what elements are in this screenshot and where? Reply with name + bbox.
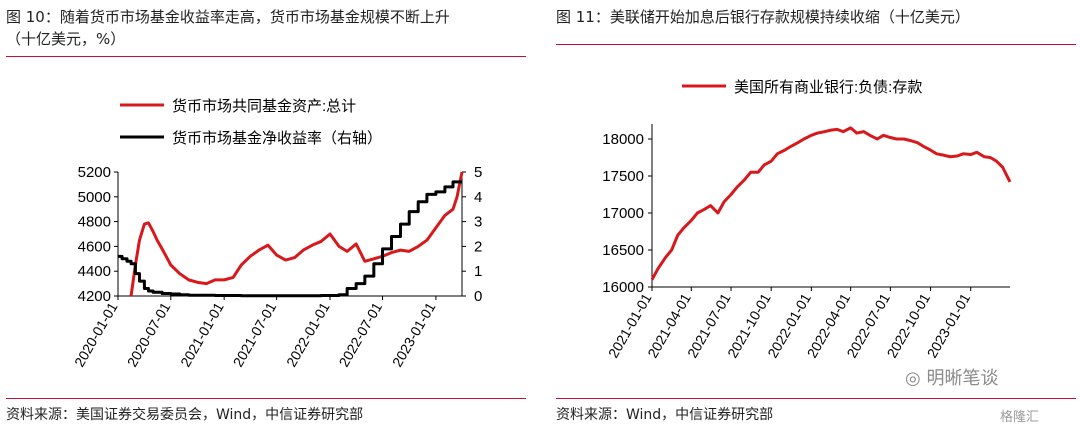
- left-figure-title-line2: （十亿美元，%）: [6, 30, 126, 48]
- y-tick-label: 17000: [602, 205, 644, 222]
- series-line-bank-deposits: [650, 126, 1012, 281]
- y-left-tick-label: 5200: [78, 164, 111, 181]
- series-line-mmf-assets: [129, 171, 464, 297]
- series-line-yield: [118, 180, 462, 298]
- x-tick-label: 2020-07-01: [124, 299, 174, 369]
- left-source-note: 资料来源：美国证券交易委员会，Wind，中信证券研究部: [6, 407, 364, 423]
- y-tick-label: 16500: [602, 242, 644, 259]
- wechat-watermark: ◎ 明晰笔谈: [905, 364, 998, 390]
- y-left-tick-label: 4800: [78, 214, 111, 231]
- y-right-tick-label: 4: [474, 189, 482, 206]
- left-source-rule: [6, 398, 526, 399]
- x-tick-label: 2022-07-01: [335, 299, 385, 369]
- left-figure-title-line1: 图 10：随着货币市场基金收益率走高，货币市场基金规模不断上升: [6, 8, 450, 26]
- gelonghui-watermark: 格隆汇: [1000, 410, 1040, 425]
- x-tick-label: 2022-01-01: [283, 299, 333, 369]
- legend-label: 货币市场基金净收益率（右轴）: [172, 130, 382, 147]
- left-figure-title: 图 10：随着货币市场基金收益率走高，货币市场基金规模不断上升 （十亿美元，%）: [6, 6, 526, 50]
- y-tick-label: 18000: [602, 131, 644, 148]
- right-figure-panel: 图 11：美联储开始加息后银行存款规模持续收缩（十亿美元） 16000 16500…: [550, 0, 1080, 432]
- x-tick-label: 2021-01-01: [177, 299, 227, 369]
- y-left-tick-label: 5000: [78, 189, 111, 206]
- right-figure-title: 图 11：美联储开始加息后银行存款规模持续收缩（十亿美元）: [556, 8, 970, 26]
- bank-deposits-chart: 16000165001700017500180002021-01-012021-…: [602, 79, 1012, 361]
- left-title-rule: [6, 56, 526, 57]
- y-right-tick-label: 0: [474, 288, 482, 305]
- y-right-tick-label: 3: [474, 214, 482, 231]
- x-tick-label: 2021-07-01: [230, 299, 280, 369]
- legend-label: 货币市场共同基金资产:总计: [172, 98, 356, 115]
- y-right-tick-label: 1: [474, 263, 482, 280]
- y-tick-label: 16000: [602, 279, 644, 296]
- y-tick-label: 17500: [602, 168, 644, 185]
- money-market-chart: 4200 4400 4600 4800 5000 5200 0 1 2 3 4 5 2020-01-01…: [71, 98, 482, 370]
- right-title-rule: [556, 44, 1076, 45]
- y-right-tick-label: 5: [474, 164, 482, 181]
- y-left-tick-label: 4600: [78, 238, 111, 255]
- x-tick-label: 2023-01-01: [389, 299, 439, 369]
- watermark-text: 明晰笔谈: [926, 368, 999, 389]
- right-source-rule: [556, 398, 1076, 399]
- wechat-icon: ◎: [905, 368, 921, 389]
- x-tick-label: 2020-01-01: [71, 299, 121, 369]
- right-source-note: 资料来源：Wind，中信证券研究部: [556, 407, 774, 423]
- left-figure-panel: 图 10：随着货币市场基金收益率走高，货币市场基金规模不断上升 （十亿美元，%）…: [0, 0, 530, 432]
- y-left-tick-label: 4400: [78, 263, 111, 280]
- y-right-tick-label: 2: [474, 238, 482, 255]
- y-left-tick-label: 4200: [78, 288, 111, 305]
- legend-label: 美国所有商业银行:负债:存款: [734, 79, 922, 96]
